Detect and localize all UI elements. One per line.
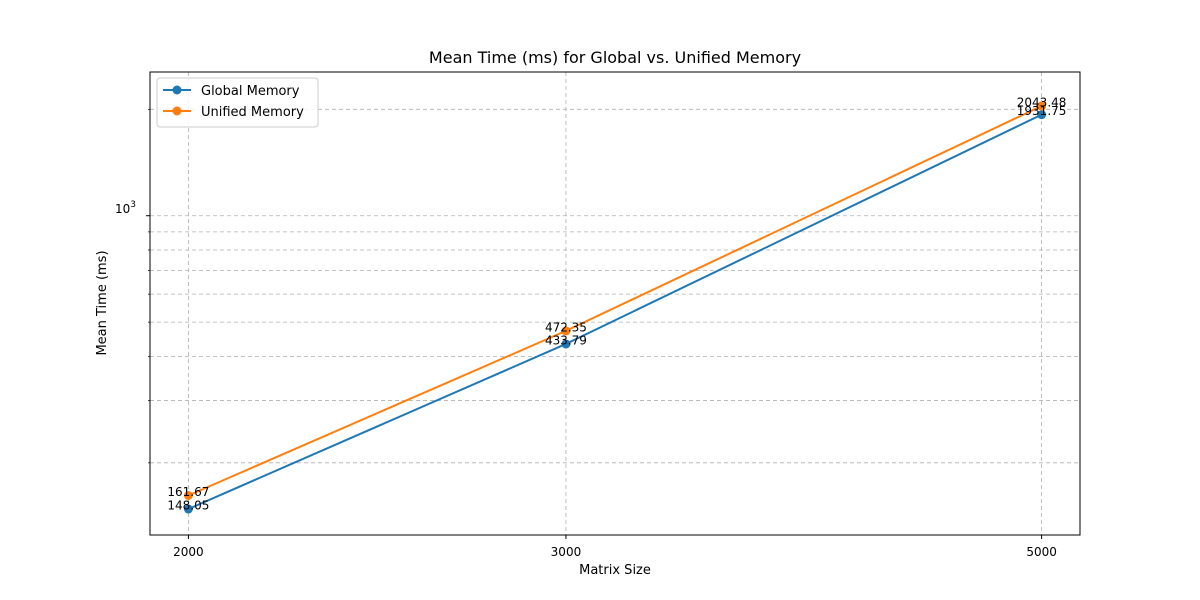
data-point-global-memory (183, 504, 193, 514)
data-labels: 148.05 433.79 1931.75 161.67 472.35 2043.48 (167, 95, 1066, 512)
data-label-unified-memory: 2043.48 (1017, 95, 1067, 109)
data-label-global-memory: 148.05 (167, 499, 209, 513)
legend-item-global-memory: Global Memory (163, 84, 300, 99)
legend-label-unified-memory: Unified Memory (201, 105, 304, 120)
grid (150, 72, 1080, 535)
data-point-global-memory (1037, 110, 1047, 120)
legend-frame (156, 77, 319, 128)
data-point-unified-memory (561, 326, 571, 336)
data-point-unified-memory (183, 491, 193, 501)
x-axis-ticks: 2000 3000 5000 (173, 535, 1057, 559)
data-point-global-memory (561, 339, 571, 349)
x-axis-label: Matrix Size (579, 563, 651, 578)
data-label-global-memory: 1931.75 (1017, 104, 1067, 118)
x-tick-label: 2000 (173, 545, 204, 559)
data-label-unified-memory: 161.67 (167, 485, 209, 499)
chart-title: Mean Time (ms) for Global vs. Unified Me… (429, 48, 801, 67)
legend-label-global-memory: Global Memory (201, 84, 300, 99)
y-tick-label-1000: 103 (115, 200, 136, 216)
data-point-unified-memory (1037, 101, 1047, 111)
legend-marker-global-memory (172, 85, 182, 95)
y-axis-label: Mean Time (ms) (95, 250, 110, 355)
plot-frame (149, 71, 1081, 536)
series (183, 101, 1047, 514)
legend-marker-unified-memory (172, 106, 182, 116)
data-label-global-memory: 433.79 (545, 333, 587, 347)
data-label-unified-memory: 472.35 (545, 320, 587, 334)
x-tick-label: 3000 (551, 545, 582, 559)
x-tick-label: 5000 (1026, 545, 1057, 559)
legend: Global Memory Unified Memory (156, 77, 319, 128)
legend-item-unified-memory: Unified Memory (163, 105, 304, 120)
